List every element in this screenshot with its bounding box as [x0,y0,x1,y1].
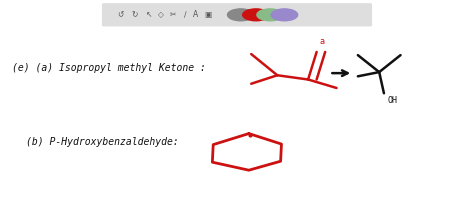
Circle shape [271,9,298,21]
Circle shape [257,9,283,21]
Text: ↻: ↻ [132,10,138,19]
Text: A: A [193,10,199,19]
Text: ↺: ↺ [118,10,124,19]
Text: ∕: ∕ [183,10,186,19]
Circle shape [228,9,254,21]
FancyBboxPatch shape [102,3,372,26]
Text: (b) P-Hydroxybenzaldehyde:: (b) P-Hydroxybenzaldehyde: [26,137,179,147]
Text: ▣: ▣ [204,10,211,19]
Text: a: a [320,37,325,46]
Text: (e) (a) Isopropyl methyl Ketone :: (e) (a) Isopropyl methyl Ketone : [12,63,206,73]
Text: ↖: ↖ [146,10,153,19]
Text: OH: OH [388,96,398,105]
Text: ◇: ◇ [158,10,164,19]
Text: ✂: ✂ [170,10,176,19]
Circle shape [243,9,269,21]
